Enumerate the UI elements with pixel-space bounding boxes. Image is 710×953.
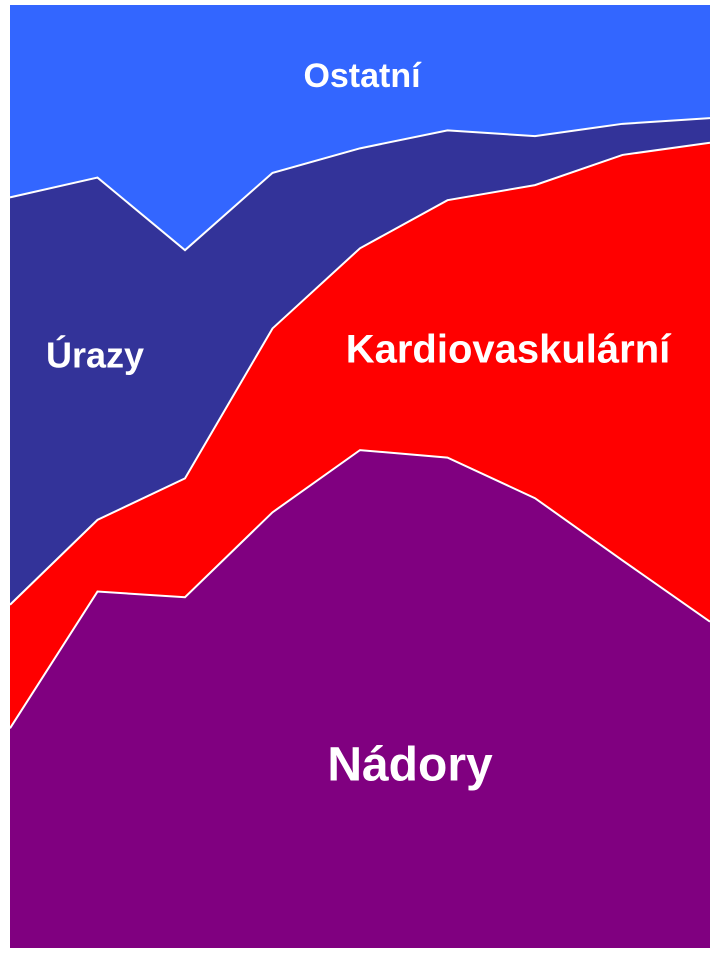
series-label: Ostatní [303, 57, 422, 95]
series-label: Nádory [327, 739, 493, 792]
boundary-line [9, 117, 710, 252]
series-label: Kardiovaskulární [346, 328, 672, 372]
boundary-line [9, 141, 710, 606]
area [10, 142, 710, 729]
area [10, 5, 710, 251]
area [10, 450, 710, 948]
series-label: Úrazy [46, 334, 144, 376]
boundary-line [9, 449, 710, 729]
area [10, 118, 710, 605]
